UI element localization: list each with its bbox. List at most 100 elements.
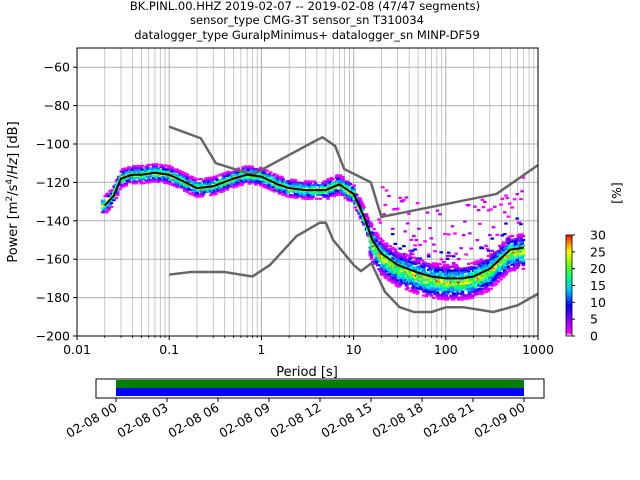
pdf-cell — [466, 289, 471, 292]
pdf-cell — [291, 182, 295, 185]
pdf-cell — [387, 275, 391, 278]
pdf-cell — [210, 176, 215, 179]
pdf-cell — [214, 175, 218, 178]
pdf-cell — [263, 174, 268, 177]
pdf-cell — [151, 163, 156, 166]
pdf-cell — [506, 242, 511, 245]
pdf-cell — [221, 189, 226, 193]
pdf-cell — [427, 265, 431, 268]
pdf-cell — [268, 186, 273, 189]
pdf-cell — [374, 252, 379, 255]
pdf-cell — [409, 282, 414, 285]
pdf-cell — [473, 282, 477, 285]
pdf-cell — [521, 238, 526, 242]
pdf-cell — [507, 270, 512, 273]
pdf-cell — [451, 263, 456, 267]
pdf-cell — [427, 286, 431, 289]
pdf-cell — [180, 186, 185, 189]
pdf-cell — [109, 201, 114, 205]
pdf-cell — [156, 180, 161, 184]
pdf-cell — [387, 273, 391, 276]
high-noise-model-curve — [168, 125, 538, 219]
pdf-cell — [124, 182, 129, 185]
pdf-cell — [229, 185, 233, 188]
timeline-bar — [116, 388, 524, 396]
pdf-cell — [253, 177, 258, 180]
pdf-cell — [122, 171, 126, 174]
pdf-cell — [441, 261, 446, 264]
pdf-cell — [404, 276, 409, 279]
pdf-cell — [358, 198, 363, 201]
pdf-cell — [444, 294, 449, 297]
pdf-cell — [453, 232, 457, 235]
pdf-cell — [519, 260, 523, 263]
pdf-cell — [460, 292, 465, 295]
pdf-cell — [433, 262, 437, 265]
pdf-cell — [354, 193, 359, 196]
pdf-cell — [185, 188, 190, 192]
pdf-cell — [433, 273, 437, 277]
pdf-cell — [502, 259, 507, 262]
pdf-cell — [205, 182, 210, 186]
pdf-cell — [510, 238, 515, 241]
pdf-cell — [227, 174, 232, 177]
pdf-cell — [282, 190, 287, 193]
pdf-cell — [288, 190, 293, 193]
pdf-cell — [458, 296, 462, 299]
pdf-cell — [486, 287, 491, 290]
pdf-cell — [134, 168, 139, 172]
pdf-cell — [175, 168, 180, 172]
pdf-cell — [311, 195, 315, 198]
pdf-cell — [301, 197, 305, 200]
pdf-cell — [179, 176, 183, 179]
pdf-cell — [394, 257, 399, 260]
pdf-cell — [420, 274, 425, 277]
timeline-tick-label: 02-09 00 — [471, 400, 527, 441]
pdf-cell — [500, 267, 505, 270]
pdf-cell — [278, 179, 283, 182]
pdf-cell — [495, 274, 500, 277]
pdf-cell — [464, 268, 468, 272]
pdf-cell — [417, 279, 421, 282]
pdf-cell — [495, 254, 500, 258]
pdf-cell — [448, 254, 452, 258]
pdf-cell — [257, 180, 262, 183]
pdf-cell — [329, 176, 334, 180]
pdf-cell — [418, 243, 422, 247]
pdf-cell — [404, 253, 409, 256]
pdf-cell — [398, 284, 402, 287]
pdf-cell — [402, 198, 406, 202]
pdf-cell — [488, 271, 492, 274]
pdf-cell — [445, 298, 450, 301]
pdf-cell — [480, 292, 485, 295]
pdf-cell — [288, 193, 293, 197]
pdf-cell — [385, 245, 390, 248]
colorbar-tick-label: 10 — [590, 295, 606, 310]
pdf-cell — [201, 179, 206, 182]
pdf-cell — [326, 182, 330, 185]
pdf-cell — [308, 182, 313, 185]
pdf-cell — [382, 259, 386, 263]
pdf-cell — [521, 250, 526, 253]
pdf-cell — [454, 288, 458, 292]
pdf-cell — [297, 181, 302, 184]
pdf-cell — [435, 272, 440, 275]
pdf-cell — [109, 194, 114, 197]
pdf-cell — [429, 286, 434, 290]
pdf-cell — [244, 165, 248, 168]
pdf-cell — [490, 269, 495, 272]
pdf-cell — [423, 290, 427, 294]
pdf-cell — [359, 200, 364, 203]
pdf-cell — [202, 181, 207, 184]
pdf-cell — [136, 164, 141, 168]
pdf-cell — [130, 166, 135, 170]
pdf-cell — [400, 199, 405, 203]
pdf-cell — [173, 169, 177, 172]
timeline-tick-label: 02-08 12 — [267, 400, 323, 441]
pdf-cell — [141, 170, 146, 173]
pdf-cell — [478, 287, 482, 290]
pdf-cell — [379, 250, 384, 253]
pdf-cell — [201, 193, 206, 196]
pdf-cell — [409, 238, 414, 241]
